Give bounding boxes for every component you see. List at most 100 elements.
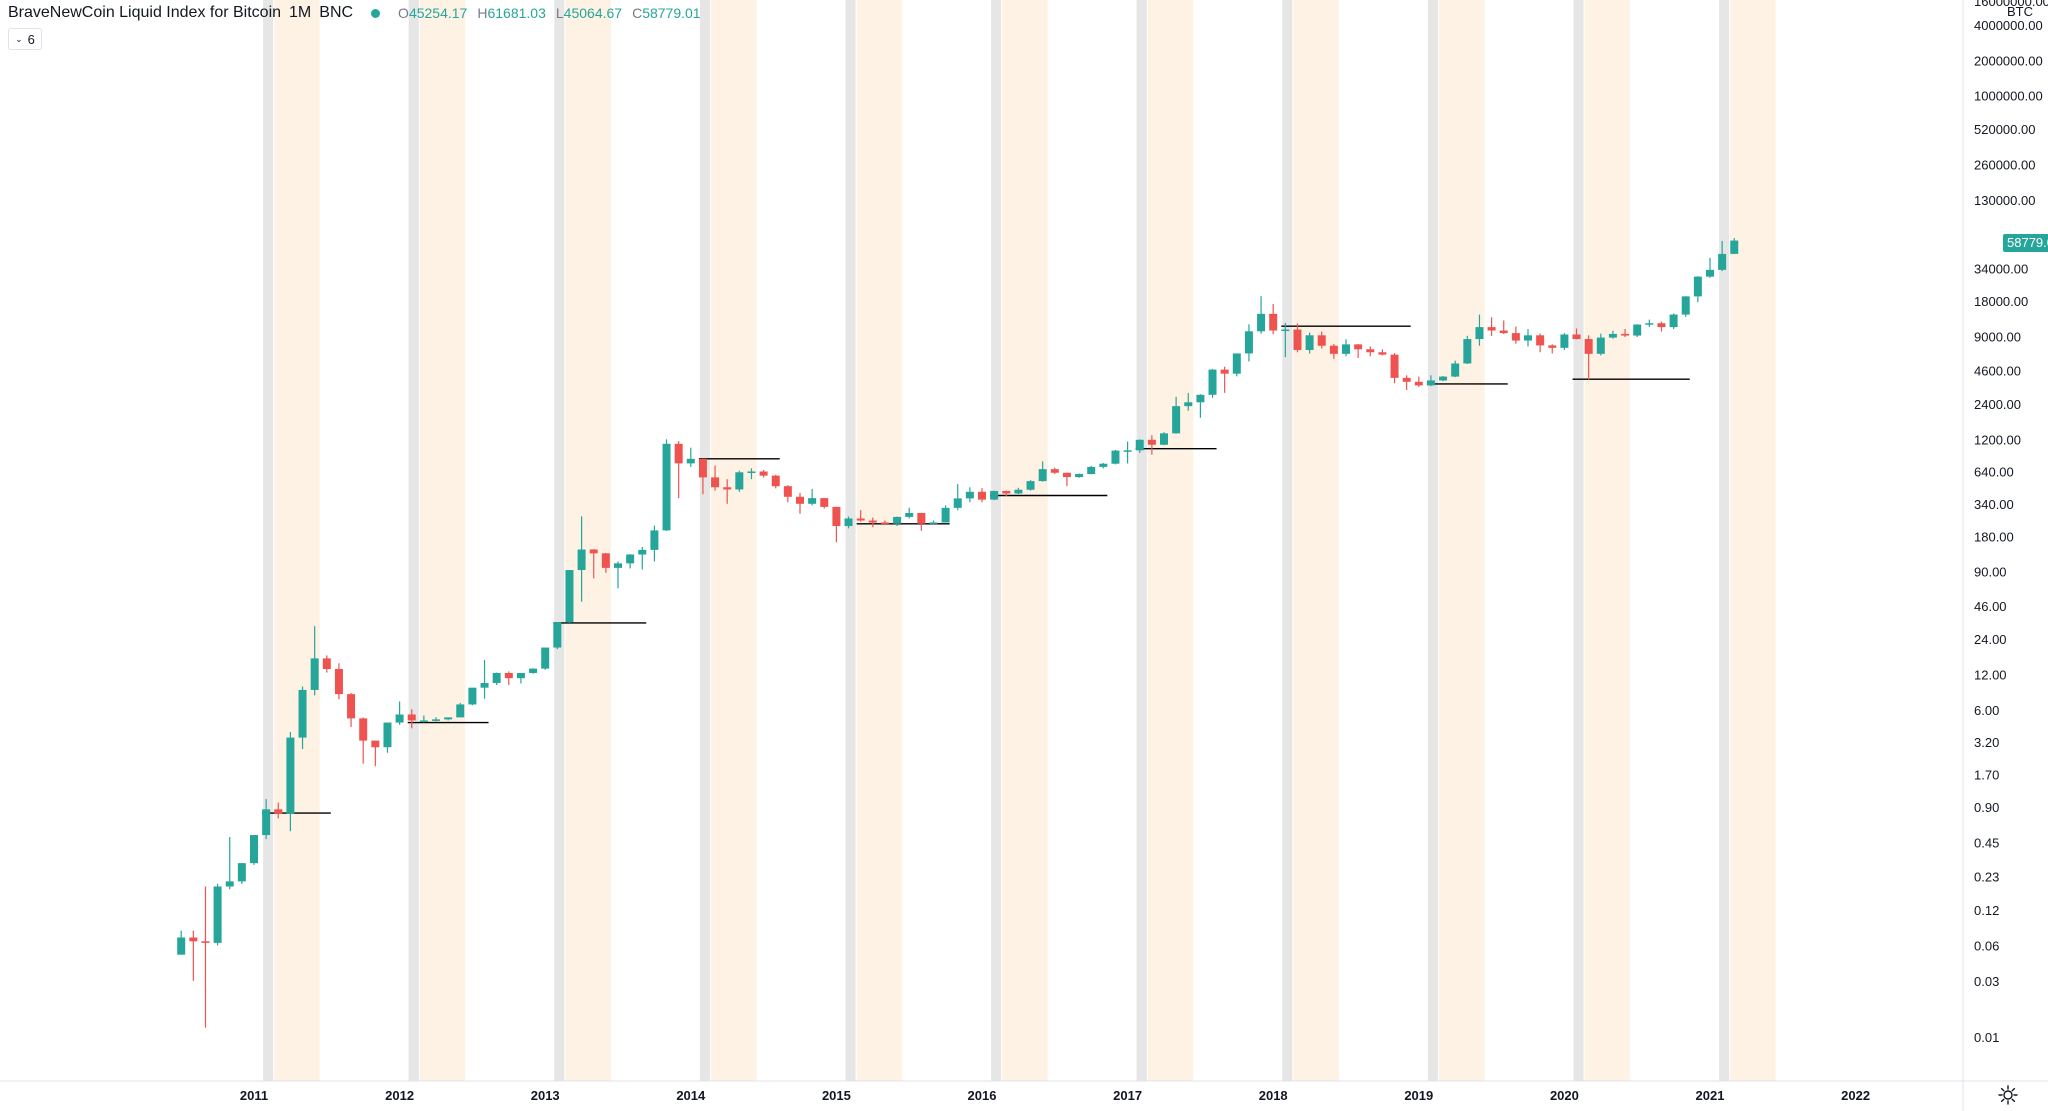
orange-season-band [1730,0,1776,1081]
candle-body [286,737,295,814]
candle [1172,396,1181,434]
market-status-dot [371,8,381,18]
candle [1038,461,1047,482]
grey-season-band [263,0,274,1081]
candle-body [1038,469,1047,482]
price-tick-label: 1200.00 [1974,432,2021,447]
candle-body [213,886,222,943]
orange-season-band [856,0,903,1081]
candle [1317,331,1326,349]
candle-body [1548,345,1557,348]
price-tick-label: 0.06 [1974,938,1999,953]
candle-body [614,563,622,568]
candle [1329,344,1338,359]
candle [529,668,538,674]
candle-body [1536,335,1545,346]
candle-body [796,496,804,504]
candle [1366,346,1375,357]
candle-body [1584,339,1593,354]
candle-body [1281,329,1290,332]
candle [1451,360,1460,378]
gear-icon[interactable] [1996,1083,2020,1107]
candle-body [407,714,416,721]
candle-body [1123,450,1132,452]
price-tick-label: 46.00 [1974,599,2007,614]
candle [1232,353,1241,377]
candle-body [480,682,489,688]
price-tick-label: 4600.00 [1974,364,2021,379]
candle-body [1075,474,1084,478]
candle-body [492,672,501,683]
candle-body [1560,334,1569,348]
candle [990,490,999,501]
candle [1208,368,1217,398]
candle [262,799,271,840]
candle-body [880,522,889,524]
candle-body [650,530,659,550]
candle-body [1220,369,1229,374]
symbol-name[interactable]: BraveNewCoin Liquid Index for Bitcoin [8,4,282,21]
candle [1475,314,1484,346]
candle [565,570,574,623]
candle [298,686,307,750]
candle-body [1099,463,1108,467]
candle-body [1499,330,1508,334]
price-tick-label: 180.00 [1974,529,2014,544]
candle [1402,375,1411,391]
candle-body [1329,345,1338,354]
candle [189,930,198,981]
orange-season-band [1584,0,1631,1081]
price-tick-label: 2400.00 [1974,397,2021,412]
candle-body [1184,402,1193,407]
candle-body [771,475,780,487]
candle [1536,333,1545,353]
candle-body [1730,240,1739,254]
candle [310,626,319,696]
candle-body [1293,329,1302,350]
candle [1135,439,1144,453]
candle-body [201,941,210,943]
time-tick-label: 2019 [1404,1088,1433,1103]
candle [1645,319,1654,328]
candle [347,692,356,728]
orange-season-band [1293,0,1339,1081]
candle-body [1317,335,1326,346]
candle [905,507,914,519]
price-tick-label: 0.12 [1974,903,1999,918]
candle [1196,394,1205,418]
price-tick-label: 3.20 [1974,735,1999,750]
candle-body [1390,354,1399,378]
interval-label[interactable]: 1M [289,4,312,21]
candle-body [541,647,550,669]
candle-body [1172,406,1181,434]
candle-body [698,458,707,478]
indicator-toggle-button[interactable]: ⌄ 6 [8,28,42,50]
candle [735,470,744,492]
candle [468,687,477,706]
candle [674,441,683,499]
candle [1014,487,1023,494]
exchange-label[interactable]: BNC [319,4,354,21]
candle [1621,329,1630,337]
price-tick-label: 340.00 [1974,497,2014,512]
candle [1463,335,1472,364]
grey-season-band [1136,0,1147,1081]
candle-body [1633,324,1642,336]
candle [1002,490,1011,497]
orange-season-band [1002,0,1048,1081]
candle-body [359,718,368,741]
grey-season-band [1427,0,1438,1081]
candle-body [371,740,380,748]
candle-body [1062,472,1071,478]
candle-body [1111,450,1120,464]
candle [1681,296,1690,317]
candle [771,474,780,489]
candle [456,702,465,718]
candle [638,546,647,570]
legend-close: C58779.01 [632,5,701,21]
candle-body [189,937,198,942]
candle-body [711,477,720,488]
price-tick-label-partial: 16000000.00 [1974,0,2048,9]
candle-body [516,672,525,679]
